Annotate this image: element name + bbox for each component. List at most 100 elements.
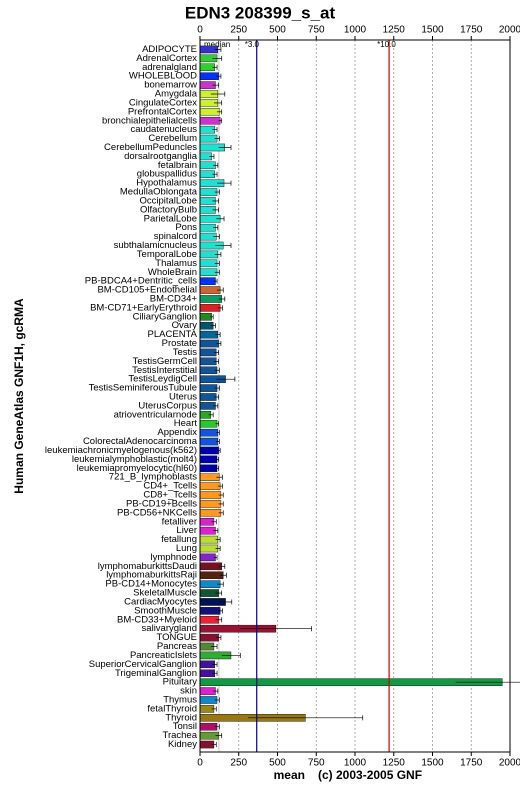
category-label: Pituitary (163, 677, 198, 688)
bar (199, 500, 222, 508)
category-label: Pons (175, 222, 197, 233)
bar (199, 491, 222, 499)
bar (199, 571, 224, 579)
bar (199, 464, 218, 473)
x-tick-label: 1250 (383, 25, 406, 36)
bar (199, 384, 218, 392)
category-label: ADIPOCYTE (142, 44, 197, 55)
category-label: fetalThyroid (147, 703, 197, 714)
bar (199, 535, 219, 544)
category-label: Prostate (162, 338, 197, 349)
category-label: fetalbrain (158, 160, 197, 171)
category-label: skin (180, 686, 197, 697)
bar (199, 722, 218, 731)
category-label: lymphomaburkittsRaji (106, 570, 197, 581)
category-label: BM-CD34+ (150, 293, 198, 304)
category-label: Amygdala (155, 89, 198, 100)
bar (199, 268, 218, 277)
category-label: PB-BDCA4+Dentritic_cells (85, 276, 197, 287)
category-label: TestisSeminiferousTubule (89, 383, 197, 394)
credit: (c) 2003-2005 GNF (318, 768, 422, 782)
bar (199, 455, 218, 464)
bar (199, 277, 216, 285)
category-label: leukemialymphoblastic(molt4) (72, 454, 197, 465)
plot-frame (199, 39, 511, 753)
bar (199, 134, 218, 143)
bar (199, 482, 221, 490)
category-label: Appendix (157, 427, 197, 438)
category-label: bronchialepithelialcells (102, 115, 197, 126)
bar (199, 259, 218, 268)
category-label: subthalamicnucleus (114, 240, 198, 251)
category-label: PB-CD19+Bcells (126, 498, 197, 509)
category-label: PB-CD14+Monocytes (105, 579, 197, 590)
category-label: fetallung (161, 534, 197, 545)
category-label: WHOLEBLOOD (129, 71, 197, 82)
category-label: spinalcord (154, 231, 197, 242)
category-label: PancreaticIslets (130, 650, 197, 661)
x-tick-label: 2000 (499, 25, 520, 36)
x-tick-label: 1750 (460, 25, 483, 36)
category-label: globuspallidus (137, 169, 197, 180)
category-label: WholeBrain (148, 267, 197, 278)
category-label: PLACENTA (148, 329, 198, 340)
category-label: Thymus (163, 695, 197, 706)
bar (199, 562, 222, 571)
category-label: PB-CD56+NKCells (117, 507, 197, 518)
bar (199, 419, 218, 428)
x-tick-label: 250 (230, 758, 247, 769)
x-tick-label: 1000 (344, 758, 367, 769)
category-label: fetalliver (162, 516, 197, 527)
category-label: caudatenucleus (130, 124, 197, 135)
category-label: Thalamus (155, 258, 197, 269)
category-label: CiliaryGanglion (133, 311, 197, 322)
category-label: salivarygland (142, 623, 197, 634)
category-label: SuperiorCervicalGanglion (89, 659, 197, 670)
category-label: CardiacMyocytes (124, 596, 197, 607)
category-label: leukemiachronicmyelogenous(k562) (45, 445, 197, 456)
x-axis-label: mean (274, 768, 305, 782)
bar (199, 696, 218, 704)
category-label: ParietalLobe (144, 213, 197, 224)
category-label: Hypothalamus (136, 178, 197, 189)
category-label: Uterus (169, 392, 197, 403)
x-tick-label: 500 (269, 25, 286, 36)
category-label: Tonsil (173, 721, 197, 732)
category-label: TestisGermCell (133, 356, 197, 367)
bar (199, 446, 219, 455)
category-label: Testis (173, 347, 198, 358)
category-label: BM-CD105+Endothelial (97, 285, 197, 296)
category-label: MedullaOblongata (120, 187, 198, 198)
category-label: Lung (176, 543, 197, 554)
bar (199, 633, 219, 642)
category-label: AdrenalCortex (136, 53, 197, 64)
x-tick-label: 1000 (344, 25, 367, 36)
category-label: OccipitalLobe (139, 195, 197, 206)
category-label: BM-CD33+Myeloid (117, 614, 197, 625)
x-tick-label: 1500 (421, 25, 444, 36)
x-tick-label: 0 (197, 758, 203, 769)
category-label: TestisInterstitial (132, 365, 197, 376)
category-label: TONGUE (157, 632, 197, 643)
bar (199, 339, 219, 348)
category-label: Thyroid (165, 712, 197, 723)
category-label: CD4+_Tcells (143, 481, 197, 492)
x-tick-label: 750 (308, 25, 325, 36)
category-label: BM-CD71+EarlyErythroid (90, 302, 197, 313)
x-tick-label: 750 (308, 758, 325, 769)
category-label: Heart (174, 418, 198, 429)
category-label: adrenalgland (142, 62, 197, 73)
chart-title: EDN3 208399_s_at (185, 3, 336, 22)
bar (199, 295, 222, 303)
category-label: SkeletalMuscle (133, 588, 197, 599)
bar (199, 357, 217, 366)
bar (199, 313, 212, 321)
category-label: Trachea (163, 730, 198, 741)
x-tick-label: 2000 (499, 758, 520, 769)
median-label: median (204, 40, 230, 49)
x-tick-label: 250 (230, 25, 247, 36)
category-label: PrefrontalCortex (128, 106, 197, 117)
category-label: OlfactoryBulb (140, 204, 197, 215)
category-label: Ovary (172, 320, 198, 331)
